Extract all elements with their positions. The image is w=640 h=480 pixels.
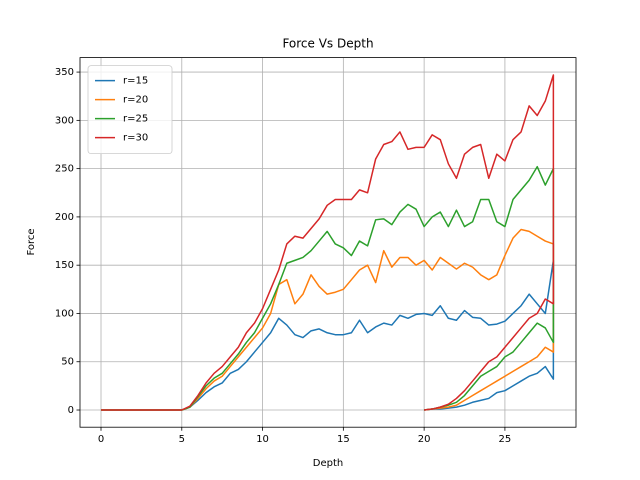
- x-tick-label: 25: [499, 434, 512, 445]
- plot-frame: [79, 57, 577, 428]
- x-tick-label: 20: [418, 434, 431, 445]
- y-axis-label: Force: [26, 228, 37, 255]
- x-tick-label: 5: [179, 434, 185, 445]
- x-tick-label: 0: [98, 434, 104, 445]
- legend-box: [87, 65, 173, 154]
- data-line: [101, 165, 555, 411]
- data-line: [101, 259, 555, 411]
- chart-title: Force Vs Depth: [282, 37, 373, 51]
- legend-label: r=25: [123, 114, 148, 125]
- legend-label: r=15: [123, 76, 148, 87]
- data-line: [101, 228, 555, 411]
- y-tick-label: 150: [55, 260, 74, 271]
- legend-label: r=30: [123, 133, 148, 144]
- x-tick-label: 15: [337, 434, 350, 445]
- y-tick-label: 100: [55, 308, 74, 319]
- legend: r=15 r=20 r=25 r=30: [87, 65, 173, 154]
- y-tick-label: 250: [55, 164, 74, 175]
- y-tick-label: 50: [61, 357, 74, 368]
- y-tick-label: 0: [68, 405, 74, 416]
- y-tick-label: 350: [55, 67, 74, 78]
- x-tick-label: 10: [256, 434, 269, 445]
- y-tick-label: 200: [55, 212, 74, 223]
- legend-label: r=20: [123, 95, 148, 106]
- y-tick-label: 300: [55, 115, 74, 126]
- x-axis-label: Depth: [313, 458, 343, 469]
- data-line: [101, 74, 555, 411]
